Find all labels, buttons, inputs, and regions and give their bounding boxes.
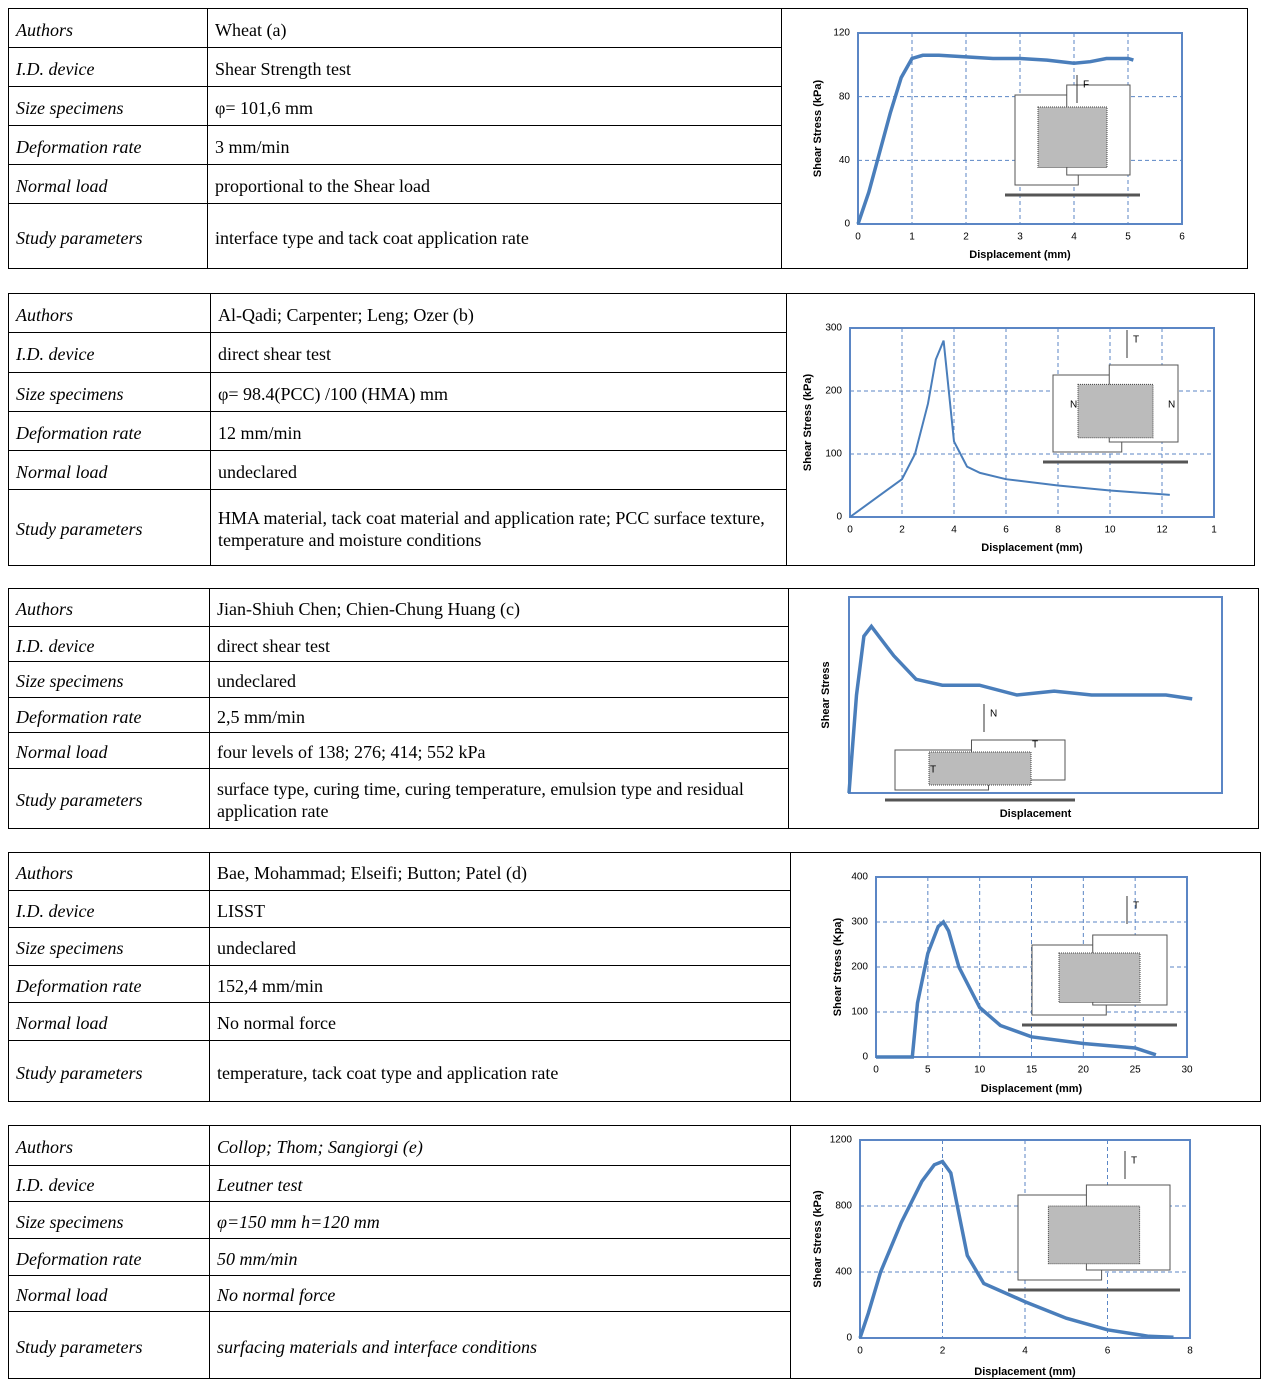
diagram-label: T xyxy=(930,765,936,776)
y-tick-label: 800 xyxy=(835,1201,852,1212)
x-tick-label: 10 xyxy=(1104,525,1116,536)
x-tick-label: 0 xyxy=(873,1065,879,1076)
x-tick-label: 4 xyxy=(1022,1346,1028,1357)
page: {"blocks": [ {"rows": [["Authors", "Whea… xyxy=(0,0,1262,1378)
x-tick-label: 20 xyxy=(1078,1065,1090,1076)
specimen xyxy=(1059,953,1140,1003)
specimen xyxy=(1078,384,1153,437)
diagram-label: N xyxy=(1070,400,1077,411)
x-tick-label: 6 xyxy=(1003,525,1009,536)
y-tick-label: 400 xyxy=(851,872,868,883)
x-tick-label: 6 xyxy=(1179,232,1185,243)
x-tick-label: 1 xyxy=(909,232,915,243)
specimen xyxy=(1038,107,1107,168)
x-tick-label: 6 xyxy=(1105,1346,1111,1357)
x-tick-label: 12 xyxy=(1156,525,1168,536)
specimen xyxy=(1048,1206,1139,1264)
x-tick-label: 4 xyxy=(1071,232,1077,243)
y-tick-label: 0 xyxy=(846,1333,852,1344)
y-tick-label: 300 xyxy=(825,323,842,334)
y-axis-label: Shear Stress (kPa) xyxy=(812,80,824,178)
x-tick-label: 8 xyxy=(1055,525,1061,536)
x-tick-label: 2 xyxy=(899,525,905,536)
y-axis-label: Shear Stress xyxy=(820,661,832,728)
diagram-label: F xyxy=(1083,80,1089,91)
x-tick-label: 5 xyxy=(925,1065,931,1076)
diagram-label: N xyxy=(990,709,997,720)
y-tick-label: 300 xyxy=(851,917,868,928)
x-tick-label: 4 xyxy=(951,525,957,536)
x-tick-label: 15 xyxy=(1026,1065,1038,1076)
y-tick-label: 120 xyxy=(833,28,850,39)
diagram-label: T xyxy=(1133,901,1139,912)
x-axis-label: Displacement (mm) xyxy=(981,1083,1083,1095)
y-tick-label: 100 xyxy=(825,449,842,460)
y-axis-label: Shear Stress (Kpa) xyxy=(832,917,844,1016)
x-tick-label: 25 xyxy=(1130,1065,1142,1076)
y-tick-label: 100 xyxy=(851,1007,868,1018)
y-tick-label: 0 xyxy=(862,1052,868,1063)
y-tick-label: 40 xyxy=(839,155,851,166)
y-axis-label: Shear Stress (kPa) xyxy=(802,374,814,472)
x-axis-label: Displacement (mm) xyxy=(974,1366,1076,1378)
y-tick-label: 200 xyxy=(825,386,842,397)
x-axis-label: Displacement xyxy=(1000,808,1072,820)
y-tick-label: 400 xyxy=(835,1267,852,1278)
y-tick-label: 0 xyxy=(836,512,842,523)
charts: 040801200123456Displacement (mm)Shear St… xyxy=(0,0,1262,1378)
y-tick-label: 1200 xyxy=(830,1135,853,1146)
x-tick-label: 1 xyxy=(1211,525,1217,536)
diagram-label: T xyxy=(1032,740,1038,751)
diagram-label: T xyxy=(1133,335,1139,346)
diagram-label: T xyxy=(1131,1156,1137,1167)
y-tick-label: 80 xyxy=(839,91,851,102)
x-tick-label: 30 xyxy=(1181,1065,1193,1076)
y-tick-label: 200 xyxy=(851,962,868,973)
y-tick-label: 0 xyxy=(844,219,850,230)
specimen xyxy=(929,752,1031,785)
x-tick-label: 5 xyxy=(1125,232,1131,243)
x-tick-label: 8 xyxy=(1187,1346,1193,1357)
x-tick-label: 10 xyxy=(974,1065,986,1076)
x-tick-label: 2 xyxy=(963,232,969,243)
x-tick-label: 0 xyxy=(857,1346,863,1357)
x-axis-label: Displacement (mm) xyxy=(981,542,1083,554)
x-tick-label: 3 xyxy=(1017,232,1023,243)
x-axis-label: Displacement (mm) xyxy=(969,249,1071,261)
x-tick-label: 2 xyxy=(940,1346,946,1357)
diagram-label: N xyxy=(1168,400,1175,411)
y-axis-label: Shear Stress (kPa) xyxy=(812,1190,824,1288)
x-tick-label: 0 xyxy=(855,232,861,243)
x-tick-label: 0 xyxy=(847,525,853,536)
